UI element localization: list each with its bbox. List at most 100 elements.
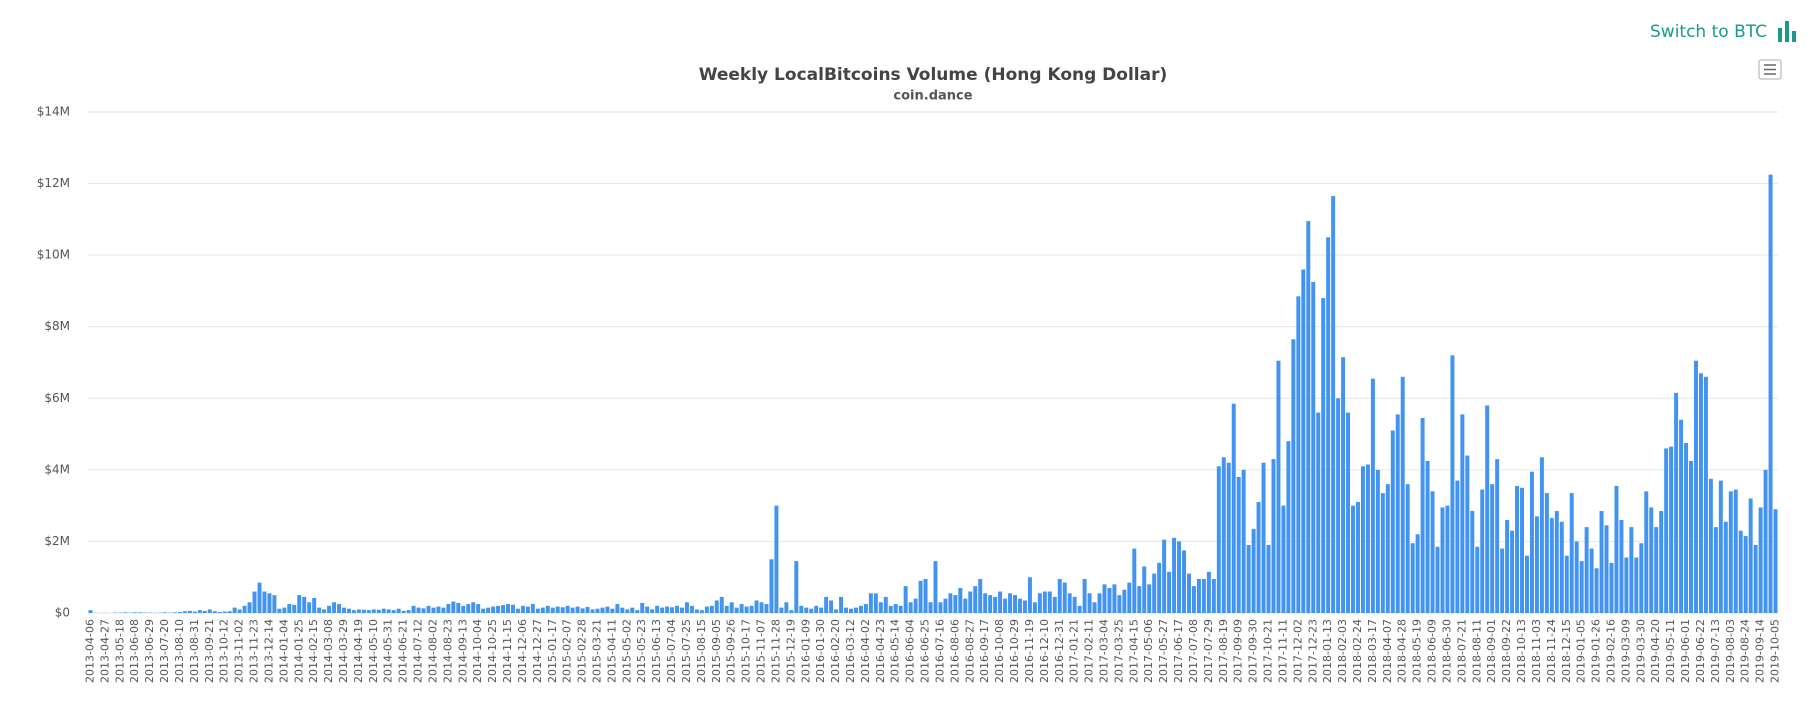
x-tick-label: 2017-12-23 [1306, 619, 1319, 683]
x-tick-label: 2019-04-20 [1649, 619, 1662, 683]
bar [874, 593, 878, 613]
bar [1475, 547, 1479, 613]
x-tick-label: 2015-05-02 [620, 619, 633, 683]
x-tick-label: 2015-02-07 [561, 619, 574, 683]
x-tick-label: 2017-09-30 [1247, 619, 1260, 683]
bar [670, 607, 674, 613]
x-tick-label: 2015-04-11 [605, 619, 618, 683]
chart-subtitle: coin.dance [893, 89, 972, 104]
bar [595, 609, 599, 613]
bar [690, 606, 694, 613]
bar [1545, 493, 1549, 613]
bar [417, 608, 421, 613]
bar [963, 599, 967, 613]
x-tick-label: 2013-05-18 [113, 619, 126, 683]
bar [869, 593, 873, 613]
bar [1426, 461, 1430, 613]
bar [218, 612, 222, 613]
bar [1326, 237, 1330, 613]
bar [1247, 545, 1251, 613]
x-tick-label: 2019-07-13 [1709, 619, 1722, 683]
x-tick-label: 2017-06-17 [1172, 619, 1185, 683]
bar [1684, 443, 1688, 613]
bar [1147, 584, 1151, 613]
x-tick-label: 2017-04-15 [1127, 619, 1140, 683]
bar [1719, 481, 1723, 613]
bar [362, 610, 366, 613]
bar [993, 597, 997, 613]
bar [1485, 405, 1489, 613]
bar [1450, 355, 1454, 613]
bar [1659, 511, 1663, 613]
bar [1644, 491, 1648, 613]
bar [581, 608, 585, 613]
bar [536, 609, 540, 613]
bar [988, 595, 992, 613]
bar [302, 597, 306, 613]
bar [675, 606, 679, 613]
bar [1162, 540, 1166, 613]
toggle-label[interactable]: Switch to BTC [1650, 22, 1767, 42]
bar [1525, 556, 1529, 613]
bar [1406, 484, 1410, 613]
bar [889, 606, 893, 613]
bar [839, 597, 843, 613]
bar [879, 602, 883, 613]
bar [248, 602, 252, 613]
bar [655, 606, 659, 613]
bar [615, 604, 619, 613]
bar [1093, 602, 1097, 613]
x-tick-label: 2015-02-28 [576, 619, 589, 683]
bar [849, 609, 853, 613]
bar [1152, 574, 1156, 613]
toggle-button[interactable]: Switch to BTC [1650, 21, 1796, 42]
bar [466, 604, 470, 613]
menu-button[interactable] [1759, 60, 1781, 79]
bar [377, 610, 381, 613]
bar [556, 607, 560, 613]
bar [750, 606, 754, 613]
bar [382, 609, 386, 613]
x-tick-label: 2017-05-27 [1157, 619, 1170, 683]
x-tick-label: 2014-07-12 [412, 619, 425, 683]
x-tick-label: 2016-07-16 [933, 619, 946, 683]
x-tick-label: 2013-04-06 [83, 619, 96, 683]
bar [814, 606, 818, 613]
bar [1699, 373, 1703, 613]
bar [1689, 461, 1693, 613]
bar [730, 602, 734, 613]
bar [1336, 398, 1340, 613]
y-tick-label: $0 [55, 606, 70, 620]
bar [1550, 518, 1554, 613]
bar [1013, 595, 1017, 613]
x-tick-label: 2015-06-13 [650, 619, 663, 683]
bar [591, 609, 595, 613]
bar [1460, 414, 1464, 613]
x-tick-label: 2017-01-21 [1068, 619, 1081, 683]
bar [760, 602, 764, 613]
bar [715, 600, 719, 613]
bar [1411, 543, 1415, 613]
bar [1679, 420, 1683, 613]
bar [1366, 464, 1370, 613]
bar [1202, 579, 1206, 613]
bar [784, 602, 788, 613]
bar [282, 608, 286, 613]
bar [1535, 516, 1539, 613]
bar [412, 606, 416, 613]
x-tick-label: 2015-10-17 [740, 619, 753, 683]
bar [138, 612, 142, 613]
bar [307, 602, 311, 613]
bar [700, 610, 704, 613]
bar [402, 611, 406, 613]
x-tick-label: 2018-03-17 [1366, 619, 1379, 683]
bar [1038, 593, 1042, 613]
x-tick-label: 2013-06-29 [143, 619, 156, 683]
bar [526, 607, 530, 613]
bar [1142, 566, 1146, 613]
x-tick-label: 2013-11-02 [233, 619, 246, 683]
bar [277, 609, 281, 613]
x-tick-label: 2016-09-17 [978, 619, 991, 683]
x-tick-label: 2013-06-08 [128, 619, 141, 683]
